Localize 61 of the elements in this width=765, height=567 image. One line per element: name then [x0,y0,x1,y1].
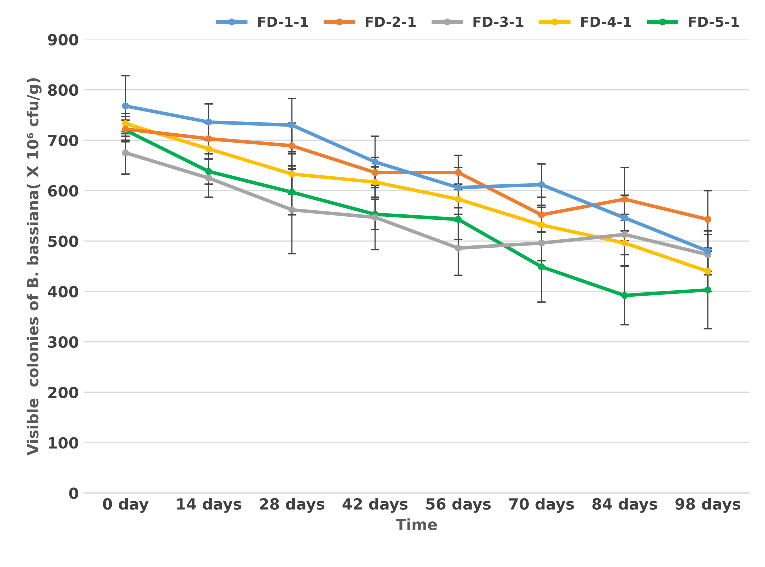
point [288,206,296,214]
point [122,102,130,110]
point [122,150,130,157]
y-tick-label: 0 [69,488,79,500]
y-tick-label: 400 [48,286,79,298]
y-tick-label: 200 [48,386,79,399]
point [704,286,712,294]
point [205,168,212,176]
point [621,240,628,247]
point [621,231,628,238]
x-tick-label: 28 days [260,498,325,514]
point [288,170,296,178]
point [288,122,296,129]
legend-label: FD-5-1 [689,16,740,28]
legend-label: FD-1-1 [258,16,308,28]
point [538,264,546,270]
point [205,174,212,182]
legend-label: FD-3-1 [474,16,524,28]
legend-label: FD-4-1 [581,16,632,28]
point [288,142,296,150]
point [372,214,379,222]
point [538,212,546,219]
point [372,169,379,176]
point [455,216,462,224]
point [621,214,628,222]
x-tick-label: 56 days [426,498,491,514]
point [455,184,462,192]
x-tick-label: 84 days [592,498,658,514]
y-tick-label: 700 [48,134,79,147]
point [122,120,130,128]
x-tick-label: 14 days [177,498,242,514]
x-tick-label: 98 days [676,498,741,514]
legend-label: FD-2-1 [366,16,416,28]
x-tick-label: 42 days [342,498,408,514]
point [372,178,379,186]
point [538,240,546,247]
point [704,248,712,255]
point [538,222,546,229]
point [704,268,712,276]
point [205,136,212,142]
point [288,188,296,196]
y-tick-label: 100 [49,437,79,449]
y-tick-label: 600 [48,185,79,197]
point [538,181,546,188]
x-axis-title: Time [396,518,438,530]
point [704,216,712,224]
y-tick-label: 300 [48,336,79,348]
point [205,118,212,126]
y-tick-label: 500 [48,236,79,248]
point [455,196,462,203]
y-tick-label: 900 [48,34,79,46]
x-tick-label: 0 day [103,498,149,514]
point [455,169,462,176]
x-tick-label: 70 days [510,498,574,514]
y-axis-title: Visible colonies of B. bassiana( X 10⁶ cfu/g) [26,78,42,456]
point [372,158,379,166]
point [621,292,628,300]
point [621,196,628,203]
point [455,244,462,252]
point [205,146,212,153]
y-tick-label: 800 [48,84,79,96]
